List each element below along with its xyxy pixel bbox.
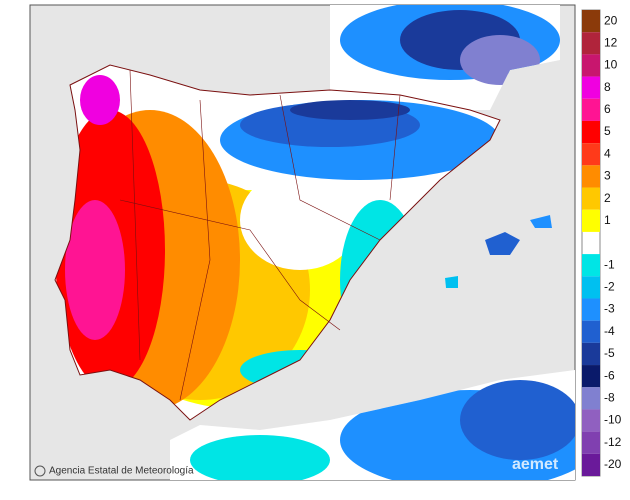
legend-swatch bbox=[582, 54, 600, 77]
legend-swatch bbox=[582, 409, 600, 432]
legend-label: 6 bbox=[604, 102, 611, 116]
legend-swatch bbox=[582, 298, 600, 321]
legend-label: 20 bbox=[604, 13, 618, 27]
legend-swatch bbox=[582, 187, 600, 210]
credit: Agencia Estatal de Meteorología bbox=[49, 466, 194, 477]
legend-swatch bbox=[582, 209, 600, 232]
legend: 20 12 10 8 6 5 4 3 2 1 -1 -2 -3 -4 -5 -6 -8 -10 -12 -20 bbox=[581, 9, 622, 477]
legend-label: -3 bbox=[604, 302, 615, 316]
legend-swatch bbox=[582, 453, 600, 476]
legend-label: 3 bbox=[604, 169, 611, 183]
legend-label: -10 bbox=[604, 413, 622, 427]
legend-label: 5 bbox=[604, 124, 611, 138]
legend-swatch bbox=[582, 431, 600, 454]
legend-swatch bbox=[582, 254, 600, 277]
legend-label: 1 bbox=[604, 213, 611, 227]
credit-icon bbox=[34, 465, 46, 477]
borders bbox=[119, 69, 401, 401]
legend-label: 12 bbox=[604, 35, 618, 49]
legend-swatch bbox=[582, 276, 600, 299]
legend-label: 8 bbox=[604, 80, 611, 94]
legend-label: 4 bbox=[604, 146, 611, 160]
legend-swatch bbox=[582, 342, 600, 366]
legend-swatch bbox=[582, 10, 600, 33]
legend-swatch bbox=[582, 387, 600, 410]
legend-swatch bbox=[582, 98, 600, 121]
legend-label: -12 bbox=[604, 435, 622, 449]
legend-swatch bbox=[582, 365, 600, 388]
legend-label: -20 bbox=[604, 457, 622, 471]
legend-label: -8 bbox=[604, 391, 615, 405]
legend-label: -2 bbox=[604, 280, 615, 294]
legend-swatch bbox=[582, 76, 600, 99]
coastline bbox=[54, 64, 501, 421]
legend-swatch bbox=[582, 143, 600, 166]
legend-label: 2 bbox=[604, 191, 611, 205]
legend-swatch bbox=[582, 165, 600, 188]
legend-label: -4 bbox=[604, 324, 615, 338]
logo: aemet bbox=[512, 456, 559, 473]
legend-swatch bbox=[582, 120, 600, 144]
legend-label: -6 bbox=[604, 368, 615, 382]
legend-label: 10 bbox=[604, 58, 618, 72]
legend-swatch bbox=[582, 320, 600, 343]
legend-label: -5 bbox=[604, 346, 615, 360]
legend-swatch bbox=[582, 32, 600, 55]
legend-label: -1 bbox=[604, 257, 615, 271]
